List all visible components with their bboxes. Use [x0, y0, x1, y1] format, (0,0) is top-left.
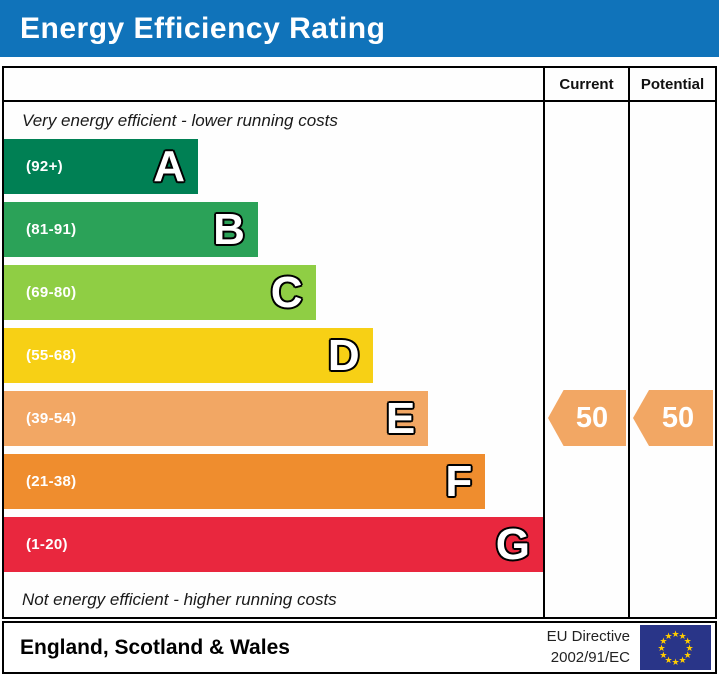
potential-value-cell: 50	[628, 102, 715, 617]
potential-rating-arrow: 50	[633, 390, 713, 446]
eu-flag-icon: ★ ★ ★ ★ ★ ★ ★ ★ ★ ★ ★ ★	[640, 625, 711, 670]
band-bar-c: (69-80) C	[4, 265, 316, 320]
eu-directive-label: EU Directive 2002/91/EC	[547, 627, 630, 668]
band-row-f: (21-38) F	[4, 454, 543, 509]
band-row-g: (1-20) G	[4, 517, 543, 572]
band-range-label: (39-54)	[26, 410, 77, 427]
band-range-label: (92+)	[26, 158, 63, 175]
band-range-label: (1-20)	[26, 536, 68, 553]
band-letter-label: D	[327, 330, 360, 380]
band-row-c: (69-80) C	[4, 265, 543, 320]
band-bar-a: (92+) A	[4, 139, 199, 194]
band-letter-label: A	[153, 141, 186, 191]
current-column-header: Current	[543, 68, 628, 102]
band-letter-label: B	[213, 204, 245, 254]
potential-column-header: Potential	[628, 68, 715, 102]
band-bar-b: (81-91) B	[4, 202, 258, 257]
current-rating-value: 50	[575, 401, 609, 434]
band-row-b: (81-91) B	[4, 202, 543, 257]
current-rating-arrow: 50	[548, 390, 626, 446]
band-range-label: (81-91)	[26, 221, 77, 238]
band-row-a: (92+) A	[4, 139, 543, 194]
top-note: Very energy efficient - lower running co…	[22, 110, 338, 130]
band-range-label: (21-38)	[26, 473, 77, 490]
bottom-note: Not energy efficient - higher running co…	[22, 590, 337, 609]
band-range-label: (55-68)	[26, 347, 77, 364]
band-letter-label: G	[495, 519, 530, 569]
bands-area: Very energy efficient - lower running co…	[4, 102, 543, 617]
rating-table: Current Potential Very energy efficient …	[2, 66, 717, 619]
band-letter-label: C	[270, 267, 303, 317]
eu-directive-line1: EU Directive	[546, 628, 630, 646]
band-row-e: (39-54) E	[4, 391, 543, 446]
band-bar-e: (39-54) E	[4, 391, 429, 446]
band-bar-d: (55-68) D	[4, 328, 373, 383]
potential-rating-value: 50	[661, 401, 695, 434]
page-title: Energy Efficiency Rating	[20, 11, 386, 45]
band-bar-f: (21-38) F	[4, 454, 486, 509]
title-bar: Energy Efficiency Rating	[0, 0, 719, 57]
band-letter-label: E	[385, 393, 416, 443]
band-row-d: (55-68) D	[4, 328, 543, 383]
eu-directive-line2: 2002/91/EC	[550, 648, 630, 666]
current-value-cell: 50	[543, 102, 628, 617]
region-label: England, Scotland & Wales	[20, 635, 290, 659]
band-range-label: (69-80)	[26, 284, 77, 301]
band-letter-label: F	[445, 456, 473, 506]
table-corner-cell	[4, 68, 543, 102]
band-bar-g: (1-20) G	[4, 517, 543, 572]
footer-bar: England, Scotland & Wales EU Directive 2…	[2, 621, 717, 674]
